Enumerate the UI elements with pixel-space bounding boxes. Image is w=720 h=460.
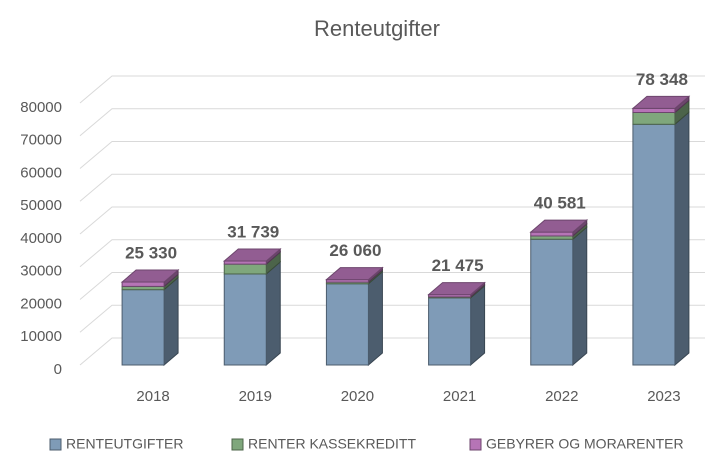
bar-front [223,263,267,275]
bar-top [325,267,384,281]
legend-label: RENTER KASSEKREDITT [248,436,416,452]
y-tick-label: 10000 [20,328,62,345]
bar-segment [428,284,486,367]
bar-front [632,123,676,366]
bar-front [428,297,472,366]
bar-side [470,284,486,367]
grid-line [79,337,705,366]
x-tick-label: 2022 [545,388,578,405]
grid-line [79,239,705,268]
total-label: 40 581 [534,194,586,213]
bar-side [572,226,588,367]
bar-front [632,107,676,113]
bar-top [529,219,589,233]
bar-top [427,282,486,296]
bar-top [120,269,180,283]
bar-front [632,111,676,125]
grid-line [79,108,705,137]
grid-line [79,173,705,202]
bar-segment [529,219,589,238]
grid-line [79,206,705,235]
bar-segment [427,281,486,298]
bar-front [325,283,369,366]
bar-segment [222,247,282,266]
total-label: 25 330 [125,244,177,263]
bar-segment [632,111,690,367]
x-tick-label: 2018 [136,388,169,405]
y-tick-label: 0 [54,361,62,378]
grid-line [79,272,705,300]
bar-side [674,111,690,367]
grid-line [79,141,705,169]
bar-front [530,231,574,237]
y-tick-label: 60000 [20,164,62,181]
x-tick-label: 2021 [443,388,476,405]
legend-label: RENTEUTGIFTER [66,436,183,452]
y-tick-label: 40000 [20,230,62,247]
bar-segment [121,276,179,367]
legend-label: GEBYRER OG MORARENTER [486,436,684,452]
bar-segment [325,270,383,367]
bar-segment [530,226,588,367]
bar-segment [223,260,281,367]
bar-front [121,289,165,366]
total-label: 31 739 [227,223,279,242]
grid-line [79,75,705,104]
x-tick-label: 2020 [341,388,374,405]
legend-swatch [469,438,482,451]
x-tick-label: 2019 [239,388,272,405]
bar-top [222,248,282,262]
bar-segment [631,95,691,114]
y-tick-label: 70000 [20,132,62,149]
legend-swatch [49,438,62,451]
y-tick-label: 50000 [20,197,62,214]
bar-segment [325,266,384,284]
bar-side [367,270,383,367]
y-tick-label: 80000 [20,99,62,116]
bar-top [631,95,691,109]
bar-front [530,238,574,366]
bar-segment [120,268,180,288]
total-label: 26 060 [329,241,381,260]
total-label: 21 475 [432,256,484,275]
chart-title: Renteutgifter [314,16,440,41]
bar-side [265,260,281,367]
grid-line [79,304,705,333]
bar-front [121,281,165,287]
x-tick-label: 2023 [647,388,680,405]
bar-side [163,276,179,367]
legend-swatch [231,438,244,451]
y-tick-label: 30000 [20,263,62,280]
bar-front [223,273,267,366]
y-tick-label: 20000 [20,295,62,312]
total-label: 78 348 [636,70,688,89]
